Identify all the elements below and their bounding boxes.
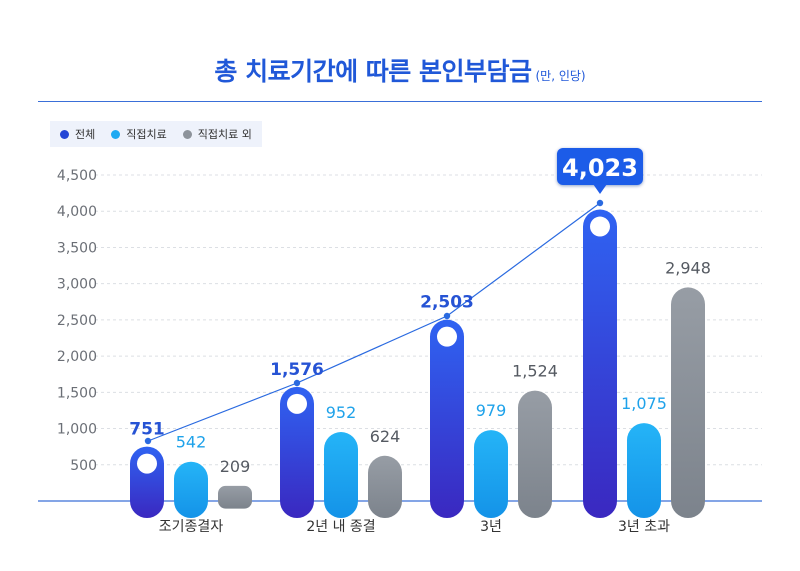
bar-marker-circle xyxy=(137,453,157,474)
data-label-total: 2,503 xyxy=(420,293,474,313)
data-label-direct: 1,075 xyxy=(621,394,667,413)
trend-point xyxy=(144,437,152,445)
data-label-total: 751 xyxy=(129,420,165,440)
bar-other xyxy=(671,287,705,518)
legend-item-total: 전체 xyxy=(60,126,95,142)
x-tick-label: 조기종결자 xyxy=(159,519,224,535)
legend-label-direct: 직접치료 xyxy=(126,128,167,141)
bar-total xyxy=(583,209,617,518)
y-tick-label: 4,000 xyxy=(57,204,97,220)
bar-total xyxy=(280,386,314,518)
legend-label-other: 직접치료 외 xyxy=(197,128,252,141)
trend-point xyxy=(596,199,604,207)
x-tick-label: 3년 초과 xyxy=(618,519,670,535)
y-tick-label: 2,500 xyxy=(57,313,97,329)
y-tick-label: 3,000 xyxy=(57,277,97,293)
bar-direct xyxy=(324,432,358,518)
trend-point xyxy=(293,379,301,387)
bar-total xyxy=(130,446,164,518)
chart-legend: 전체 직접치료 직접치료 외 xyxy=(50,121,262,147)
legend-swatch-other xyxy=(182,129,192,139)
bar-direct xyxy=(474,430,508,518)
data-label-other: 209 xyxy=(220,457,251,476)
chart-title: 총 치료기간에 따른 본인부담금 xyxy=(214,57,532,86)
data-label-direct: 542 xyxy=(176,433,207,452)
x-tick-label: 2년 내 종결 xyxy=(306,519,375,535)
bar-marker-circle xyxy=(437,326,457,347)
x-tick-label: 3년 xyxy=(480,519,502,535)
legend-item-other: 직접치료 외 xyxy=(182,126,252,142)
trend-line xyxy=(147,202,601,442)
y-tick-label: 500 xyxy=(70,458,97,474)
data-label-other: 624 xyxy=(370,427,401,446)
chart-subtitle: (만, 인당) xyxy=(535,69,586,83)
y-tick-label: 2,000 xyxy=(57,349,97,365)
trend-point xyxy=(443,312,451,320)
bar-marker-circle xyxy=(590,216,610,237)
bar-direct xyxy=(627,423,661,518)
data-label-other: 1,524 xyxy=(512,362,558,381)
bar-marker-circle xyxy=(287,393,307,414)
y-tick-label: 3,500 xyxy=(57,240,97,256)
y-tick-label: 4,500 xyxy=(57,168,97,184)
callout-value: 4,023 xyxy=(562,154,638,182)
data-label-other: 2,948 xyxy=(665,258,711,277)
bar-total xyxy=(430,319,464,518)
chart-header: 총 치료기간에 따른 본인부담금 (만, 인당) xyxy=(0,52,800,88)
callout-pointer xyxy=(593,184,607,194)
title-divider xyxy=(38,101,762,102)
bar-other xyxy=(218,485,252,509)
legend-item-direct: 직접치료 xyxy=(111,126,167,142)
data-label-direct: 979 xyxy=(476,401,507,420)
bar-other xyxy=(518,390,552,518)
bar-other xyxy=(368,455,402,518)
bar-direct xyxy=(174,461,208,518)
callout-box xyxy=(557,148,643,185)
data-label-direct: 952 xyxy=(326,403,357,422)
y-tick-label: 1,500 xyxy=(57,385,97,401)
highlight-callout: 4,023 xyxy=(557,148,643,194)
legend-swatch-total xyxy=(60,129,69,139)
legend-swatch-direct xyxy=(111,129,121,139)
legend-label-total: 전체 xyxy=(75,128,96,141)
data-label-total: 1,576 xyxy=(270,360,324,380)
y-tick-label: 1,000 xyxy=(57,422,97,438)
